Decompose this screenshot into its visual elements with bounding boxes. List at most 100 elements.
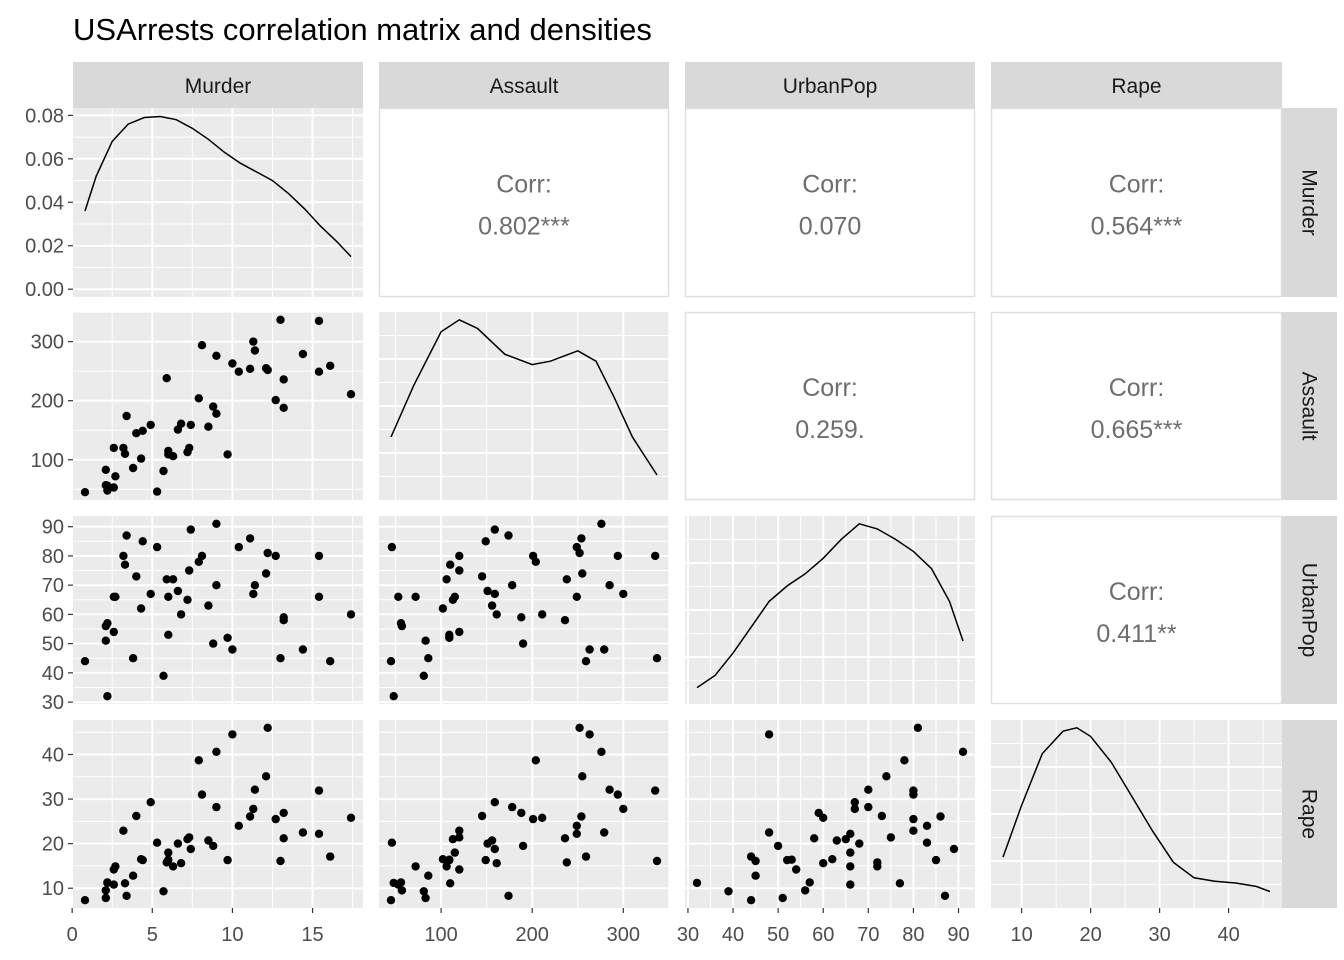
point-rape-assault xyxy=(613,790,622,799)
point-rape-murder xyxy=(132,811,141,821)
point-rape-urbanpop xyxy=(909,814,918,824)
point-assault-murder xyxy=(109,443,119,453)
point-rape-murder xyxy=(249,804,258,814)
point-urbanpop-murder xyxy=(168,575,178,584)
point-rape-assault xyxy=(585,730,594,739)
point-rape-urbanpop xyxy=(846,829,855,838)
point-rape-urbanpop xyxy=(850,804,859,814)
point-urbanpop-assault xyxy=(386,657,396,666)
y-tick-label: 40 xyxy=(42,745,64,767)
point-urbanpop-murder xyxy=(263,548,272,558)
point-assault-murder xyxy=(194,394,203,403)
corr-panel-border xyxy=(684,311,976,501)
point-urbanpop-murder xyxy=(298,645,308,654)
point-assault-murder xyxy=(314,316,324,326)
strip-label-assault-row: Assault xyxy=(1298,372,1321,441)
strip-label-murder: Murder xyxy=(185,75,252,98)
strip-top-murder xyxy=(73,62,363,108)
point-urbanpop-assault xyxy=(517,613,526,622)
point-rape-urbanpop xyxy=(828,855,837,864)
point-urbanpop-assault xyxy=(421,636,430,645)
point-urbanpop-assault xyxy=(504,531,513,540)
point-rape-murder xyxy=(209,841,218,851)
point-rape-murder xyxy=(314,829,324,838)
point-rape-assault xyxy=(572,829,581,838)
strip-label-assault: Assault xyxy=(490,75,559,98)
point-urbanpop-murder xyxy=(109,592,119,601)
panel-murder-assault: Corr: 0.802*** xyxy=(378,107,670,298)
x-tick-label: 70 xyxy=(857,924,879,946)
point-urbanpop-assault xyxy=(481,537,490,546)
point-urbanpop-assault xyxy=(652,654,662,663)
panel-assault-assault xyxy=(379,312,670,500)
point-assault-murder xyxy=(228,359,237,368)
point-assault-murder xyxy=(279,375,288,384)
corr-value: 0.564*** xyxy=(1091,213,1183,241)
point-urbanpop-murder xyxy=(250,581,260,590)
x-tick-label: 20 xyxy=(1079,924,1101,946)
point-urbanpop-assault xyxy=(455,566,464,575)
point-assault-murder xyxy=(132,429,141,438)
y-tick-label: 30 xyxy=(42,692,64,714)
point-rape-urbanpop xyxy=(895,879,905,888)
point-urbanpop-murder xyxy=(314,592,324,601)
corr-value: 0.665*** xyxy=(1091,416,1183,444)
point-rape-urbanpop xyxy=(864,802,873,812)
point-rape-assault xyxy=(445,855,454,864)
point-rape-urbanpop xyxy=(801,886,810,895)
point-rape-urbanpop xyxy=(882,772,891,781)
point-assault-murder xyxy=(250,346,260,355)
strip-top-rape xyxy=(991,62,1282,108)
y-tick-label: 0.06 xyxy=(25,149,64,171)
point-rape-assault xyxy=(605,785,614,794)
corr-value: 0.070 xyxy=(799,213,862,241)
point-rape-murder xyxy=(271,814,280,824)
point-assault-murder xyxy=(245,364,255,373)
y-tick-label: 0.04 xyxy=(25,192,64,214)
corr-panel-border xyxy=(990,311,1283,501)
point-urbanpop-assault xyxy=(613,551,622,561)
y-tick-label: 300 xyxy=(31,332,64,354)
point-rape-assault xyxy=(446,879,455,888)
point-urbanpop-murder xyxy=(159,671,168,680)
point-rape-urbanpop xyxy=(846,880,855,889)
point-urbanpop-murder xyxy=(228,645,237,654)
x-tick-label: 200 xyxy=(516,924,549,946)
point-rape-urbanpop xyxy=(913,723,923,732)
x-tick-label: 5 xyxy=(147,924,158,946)
x-tick-label: 10 xyxy=(1011,924,1033,946)
point-rape-assault xyxy=(419,887,428,896)
point-rape-murder xyxy=(279,808,288,818)
point-urbanpop-assault xyxy=(490,525,499,534)
density-line-murder xyxy=(84,115,352,258)
x-tick-label: 0 xyxy=(67,924,78,946)
point-urbanpop-murder xyxy=(164,592,173,601)
point-rape-urbanpop xyxy=(692,878,702,888)
point-rape-assault xyxy=(538,813,547,822)
point-rape-murder xyxy=(228,730,237,739)
point-rape-assault xyxy=(481,855,490,865)
y-tick-label: 30 xyxy=(42,789,64,811)
point-rape-assault xyxy=(421,893,430,903)
point-urbanpop-murder xyxy=(276,654,285,663)
point-urbanpop-murder xyxy=(138,537,147,546)
point-rape-urbanpop xyxy=(850,798,859,807)
point-urbanpop-murder xyxy=(183,595,192,604)
point-rape-assault xyxy=(597,747,606,756)
point-rape-murder xyxy=(103,878,112,888)
point-urbanpop-assault xyxy=(575,548,584,558)
point-urbanpop-assault xyxy=(538,610,547,619)
point-rape-urbanpop xyxy=(846,848,855,857)
point-urbanpop-murder xyxy=(162,575,171,584)
point-rape-urbanpop xyxy=(792,865,801,874)
point-urbanpop-assault xyxy=(581,657,591,666)
point-rape-assault xyxy=(619,804,628,814)
point-rape-urbanpop xyxy=(764,730,774,739)
x-tick-label: 80 xyxy=(902,924,924,946)
point-urbanpop-murder xyxy=(119,551,128,561)
point-rape-murder xyxy=(101,893,111,903)
corr-panel-border xyxy=(990,107,1283,298)
y-tick-label: 50 xyxy=(42,634,64,656)
x-tick-label: 50 xyxy=(767,924,789,946)
point-urbanpop-assault xyxy=(438,604,448,613)
